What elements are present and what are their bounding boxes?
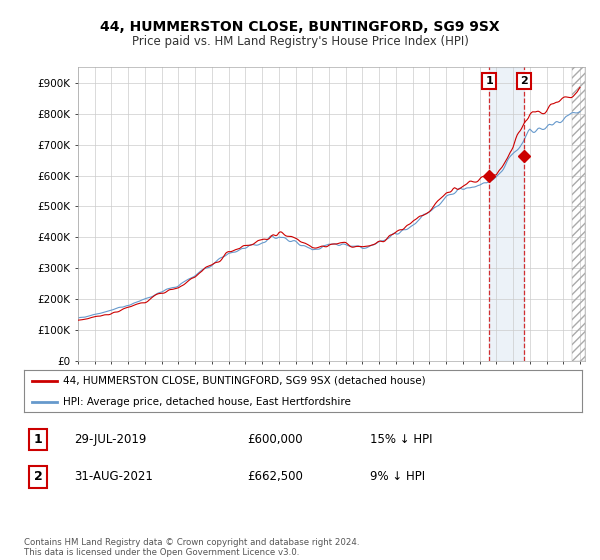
Text: Contains HM Land Registry data © Crown copyright and database right 2024.
This d: Contains HM Land Registry data © Crown c… (24, 538, 359, 557)
Text: Price paid vs. HM Land Registry's House Price Index (HPI): Price paid vs. HM Land Registry's House … (131, 35, 469, 48)
Text: 2: 2 (34, 470, 43, 483)
Text: 2: 2 (520, 76, 528, 86)
Text: 31-AUG-2021: 31-AUG-2021 (74, 470, 153, 483)
Text: HPI: Average price, detached house, East Hertfordshire: HPI: Average price, detached house, East… (63, 398, 351, 407)
Text: £662,500: £662,500 (247, 470, 303, 483)
Text: 1: 1 (34, 433, 43, 446)
Text: 29-JUL-2019: 29-JUL-2019 (74, 433, 146, 446)
Text: 44, HUMMERSTON CLOSE, BUNTINGFORD, SG9 9SX: 44, HUMMERSTON CLOSE, BUNTINGFORD, SG9 9… (100, 20, 500, 34)
Text: £600,000: £600,000 (247, 433, 303, 446)
Text: 44, HUMMERSTON CLOSE, BUNTINGFORD, SG9 9SX (detached house): 44, HUMMERSTON CLOSE, BUNTINGFORD, SG9 9… (63, 376, 425, 386)
Text: 9% ↓ HPI: 9% ↓ HPI (370, 470, 425, 483)
Bar (489, 67, 524, 361)
Text: 1: 1 (485, 76, 493, 86)
Text: 15% ↓ HPI: 15% ↓ HPI (370, 433, 433, 446)
